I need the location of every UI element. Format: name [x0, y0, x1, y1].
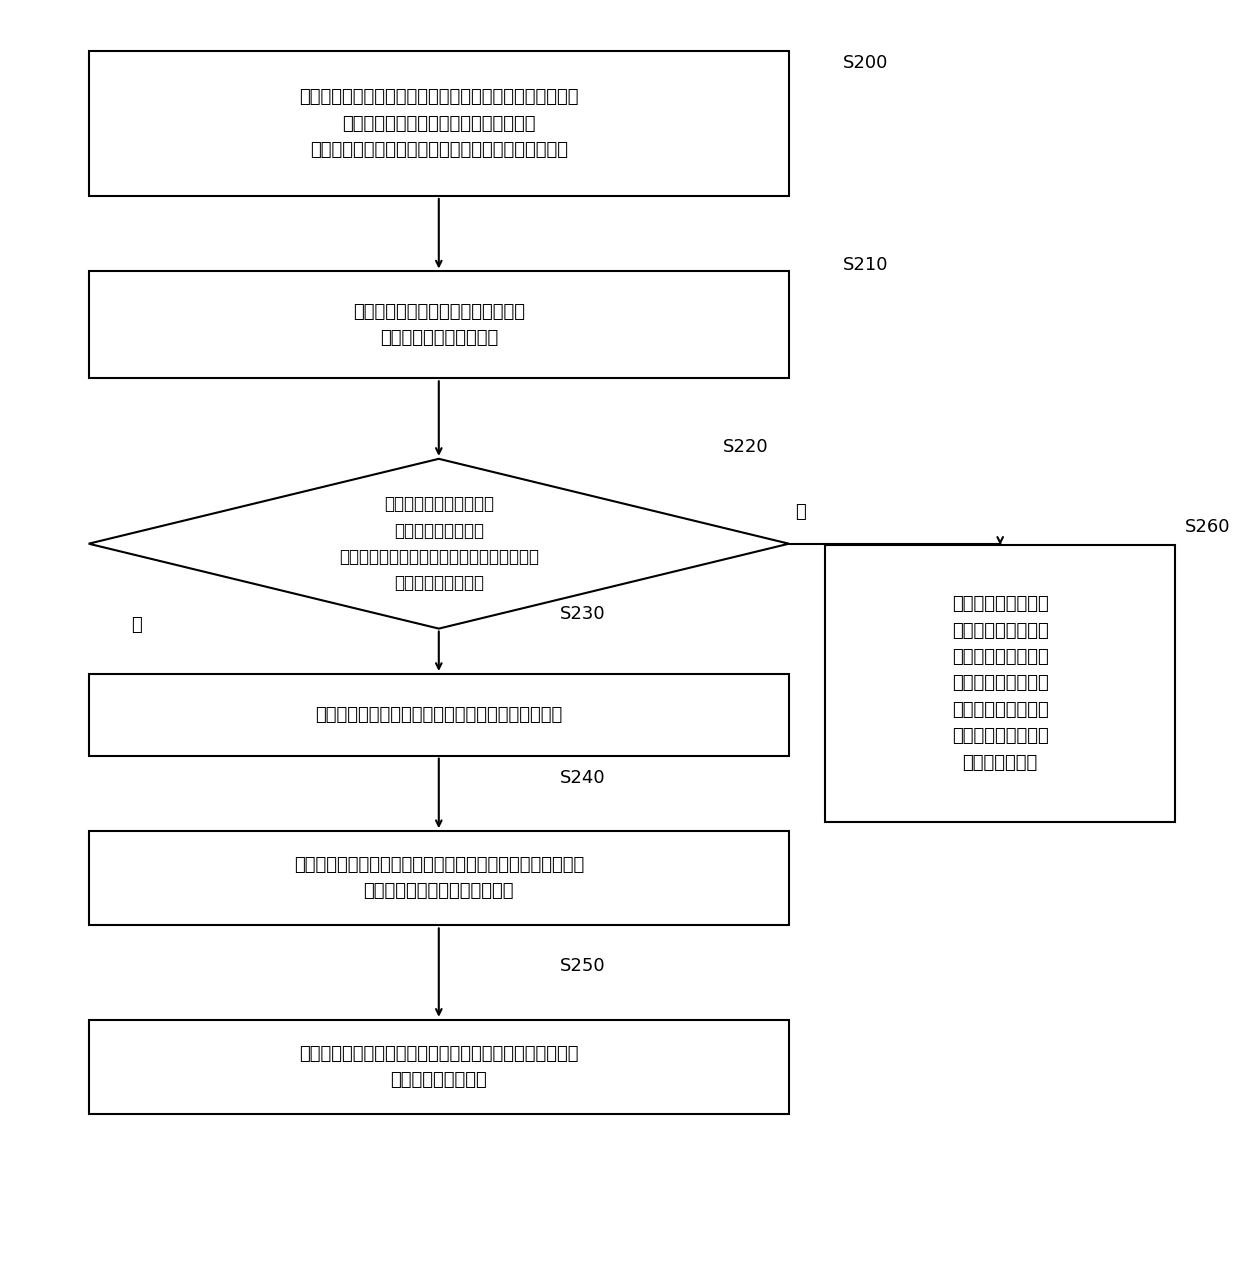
FancyBboxPatch shape — [89, 271, 789, 379]
Text: 以目标哈希值和已注册的
当前哈希值为参数，
调用字符串相等判断方法，判断目标哈希值和
当前哈希值是否相等: 以目标哈希值和已注册的 当前哈希值为参数， 调用字符串相等判断方法，判断目标哈希… — [339, 495, 539, 592]
Text: S220: S220 — [723, 438, 768, 456]
FancyBboxPatch shape — [89, 674, 789, 756]
FancyBboxPatch shape — [825, 544, 1176, 822]
FancyBboxPatch shape — [89, 52, 789, 196]
Text: S200: S200 — [843, 54, 889, 72]
Text: 确定当前哈希值所对应的当前直播间为待回收直播间: 确定当前哈希值所对应的当前直播间为待回收直播间 — [315, 705, 563, 724]
Text: 当前直播间启动时，当前直播间将上下文对象的当前哈希值
和当前引用关系注册到弹幕分发对象中，
并覆盖弹幕分发对象中的历史哈希值和对应的引用关系: 当前直播间启动时，当前直播间将上下文对象的当前哈希值 和当前引用关系注册到弹幕分… — [299, 89, 579, 160]
Text: 接收目标直播间在页面销毁时发送的
上下文对象的目标哈希值: 接收目标直播间在页面销毁时发送的 上下文对象的目标哈希值 — [353, 303, 525, 347]
Text: S230: S230 — [559, 605, 605, 623]
Text: S240: S240 — [559, 768, 605, 786]
FancyBboxPatch shape — [89, 1019, 789, 1114]
Text: 是: 是 — [131, 617, 143, 634]
Text: S210: S210 — [843, 256, 889, 273]
Polygon shape — [89, 458, 789, 629]
Text: 确定目标直播间的引
用关系已被删除，当
前直播间为正在运行
的直播间，并基于当
前直播间的当前引用
关系，将弹幕消息分
发到当前直播间: 确定目标直播间的引 用关系已被删除，当 前直播间为正在运行 的直播间，并基于当 … — [952, 595, 1049, 771]
Text: S250: S250 — [559, 957, 605, 975]
Text: 调用空对象设置方法，将空对象赋值给所述当前引用关系，
以删除当前引用关系: 调用空对象设置方法，将空对象赋值给所述当前引用关系， 以删除当前引用关系 — [299, 1044, 579, 1089]
Text: 否: 否 — [796, 504, 806, 522]
FancyBboxPatch shape — [89, 830, 789, 925]
Text: S260: S260 — [1185, 518, 1230, 537]
Text: 以当前哈希值为参数，调用预设键值对对象的元素获取方法，
获取当前直播间的当前引用关系: 以当前哈希值为参数，调用预设键值对对象的元素获取方法， 获取当前直播间的当前引用… — [294, 856, 584, 900]
